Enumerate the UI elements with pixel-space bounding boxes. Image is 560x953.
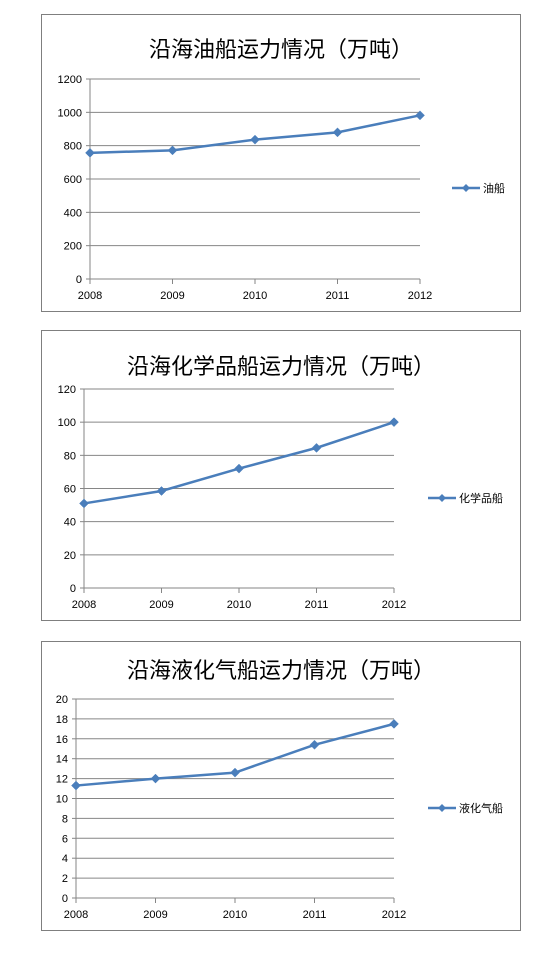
chart-0-legend-label: 油船 bbox=[483, 181, 505, 195]
chart-1-data-point bbox=[234, 463, 244, 474]
chart-0-series-line bbox=[89, 114, 421, 155]
chart-0-title: 沿海油船运力情况（万吨） bbox=[149, 38, 413, 63]
chart-2-data-point bbox=[71, 780, 81, 791]
chart-1-x-tick-label: 2008 bbox=[72, 599, 96, 611]
chart-0-y-tick-label: 1000 bbox=[58, 107, 82, 119]
chemical-tanker-chart-svg: 沿海化学品船运力情况（万吨） 0 20 40 60 80 100 120 2008 2009 201… bbox=[58, 355, 503, 611]
chart-2-y-tick-label: 6 bbox=[62, 833, 68, 845]
chart-0-x-tick-label: 2009 bbox=[160, 290, 184, 302]
chemical-tanker-chart: 沿海化学品船运力情况（万吨） 0 20 40 60 80 100 120 2008 2009 201… bbox=[41, 330, 521, 621]
chart-0-y-tick-label: 800 bbox=[64, 141, 82, 153]
chart-2-y-tick-label: 14 bbox=[56, 754, 68, 766]
chart-1-data-point bbox=[156, 486, 167, 496]
chart-0-data-point bbox=[415, 110, 425, 121]
chart-1-y-tick-label: 100 bbox=[58, 417, 76, 429]
chart-1-x-tick-label: 2011 bbox=[305, 599, 329, 611]
chart-2-x-tick-label: 2009 bbox=[143, 909, 167, 921]
chart-0-data-point bbox=[85, 147, 95, 158]
lpg-carrier-chart-svg: 沿海液化气船运力情况（万吨） 0 2 4 6 8 10 12 14 16 18 20 2008 2009 2… bbox=[56, 659, 503, 921]
chart-2-data-point bbox=[389, 719, 399, 729]
chart-1-data-point bbox=[311, 443, 322, 453]
chart-2-y-tick-label: 0 bbox=[62, 893, 68, 905]
chart-0-y-tick-label: 1200 bbox=[58, 74, 82, 86]
oil-tanker-chart: 沿海油船运力情况（万吨） 0 200 400 600 800 1000 1200 2008 200… bbox=[41, 14, 521, 312]
chart-2-x-tick-label: 2010 bbox=[223, 909, 247, 921]
chart-0-y-tick-label: 0 bbox=[76, 274, 82, 286]
chart-1-x-tick-label: 2010 bbox=[227, 599, 251, 611]
chart-0-data-point bbox=[332, 127, 343, 138]
chart-0-legend-marker bbox=[462, 184, 470, 192]
chart-0-data-point bbox=[167, 145, 178, 156]
oil-tanker-chart-svg: 沿海油船运力情况（万吨） 0 200 400 600 800 1000 1200 2008 200… bbox=[58, 38, 505, 302]
chart-0-x-tick-label: 2011 bbox=[326, 290, 350, 302]
chart-2-y-tick-label: 12 bbox=[56, 774, 68, 786]
chart-0-x-tick-label: 2012 bbox=[408, 290, 432, 302]
chart-1-y-tick-label: 20 bbox=[64, 550, 76, 562]
chart-0-x-tick-label: 2010 bbox=[243, 290, 267, 302]
chart-2-x-tick-label: 2012 bbox=[382, 909, 406, 921]
chart-0-y-tick-label: 600 bbox=[64, 174, 82, 186]
chart-1-x-tick-label: 2012 bbox=[382, 599, 406, 611]
chart-1-y-tick-label: 120 bbox=[58, 384, 76, 396]
chart-1-title: 沿海化学品船运力情况（万吨） bbox=[127, 355, 435, 380]
chart-2-y-tick-label: 18 bbox=[56, 714, 68, 726]
chart-2-y-tick-label: 8 bbox=[62, 813, 68, 825]
chart-0-data-point bbox=[250, 134, 260, 145]
chart-1-y-tick-label: 0 bbox=[70, 583, 76, 595]
chart-2-y-tick-label: 2 bbox=[62, 873, 68, 885]
chart-2-data-point bbox=[309, 739, 320, 750]
chart-1-y-tick-label: 60 bbox=[64, 484, 76, 496]
chart-2-x-tick-label: 2011 bbox=[303, 909, 327, 921]
lpg-carrier-chart: 沿海液化气船运力情况（万吨） 0 2 4 6 8 10 12 14 16 18 20 2008 2009 2… bbox=[41, 641, 521, 931]
chart-0-y-tick-label: 400 bbox=[64, 207, 82, 219]
chart-1-legend-label: 化学品船 bbox=[459, 491, 503, 505]
chart-2-y-tick-label: 20 bbox=[56, 694, 68, 706]
chart-2-legend-label: 液化气船 bbox=[459, 801, 503, 815]
chart-2-y-tick-label: 10 bbox=[56, 794, 68, 806]
chart-1-series-line bbox=[83, 420, 395, 505]
chart-0-x-tick-label: 2008 bbox=[78, 290, 102, 302]
chart-2-title: 沿海液化气船运力情况（万吨） bbox=[127, 659, 435, 684]
chart-1-y-tick-label: 40 bbox=[64, 517, 76, 529]
chart-2-data-point bbox=[230, 767, 240, 778]
chart-2-y-tick-label: 16 bbox=[56, 734, 68, 746]
chart-2-x-tick-label: 2008 bbox=[64, 909, 88, 921]
chart-2-legend-marker bbox=[438, 804, 446, 812]
chart-1-legend-marker bbox=[438, 494, 446, 502]
chart-1-x-tick-label: 2009 bbox=[149, 599, 173, 611]
chart-1-data-point bbox=[79, 498, 89, 509]
chart-2-y-tick-label: 4 bbox=[62, 853, 68, 865]
chart-1-data-point bbox=[389, 417, 399, 428]
chart-1-y-tick-label: 80 bbox=[64, 450, 76, 462]
chart-2-data-point bbox=[150, 773, 161, 784]
chart-0-y-tick-label: 200 bbox=[64, 241, 82, 253]
